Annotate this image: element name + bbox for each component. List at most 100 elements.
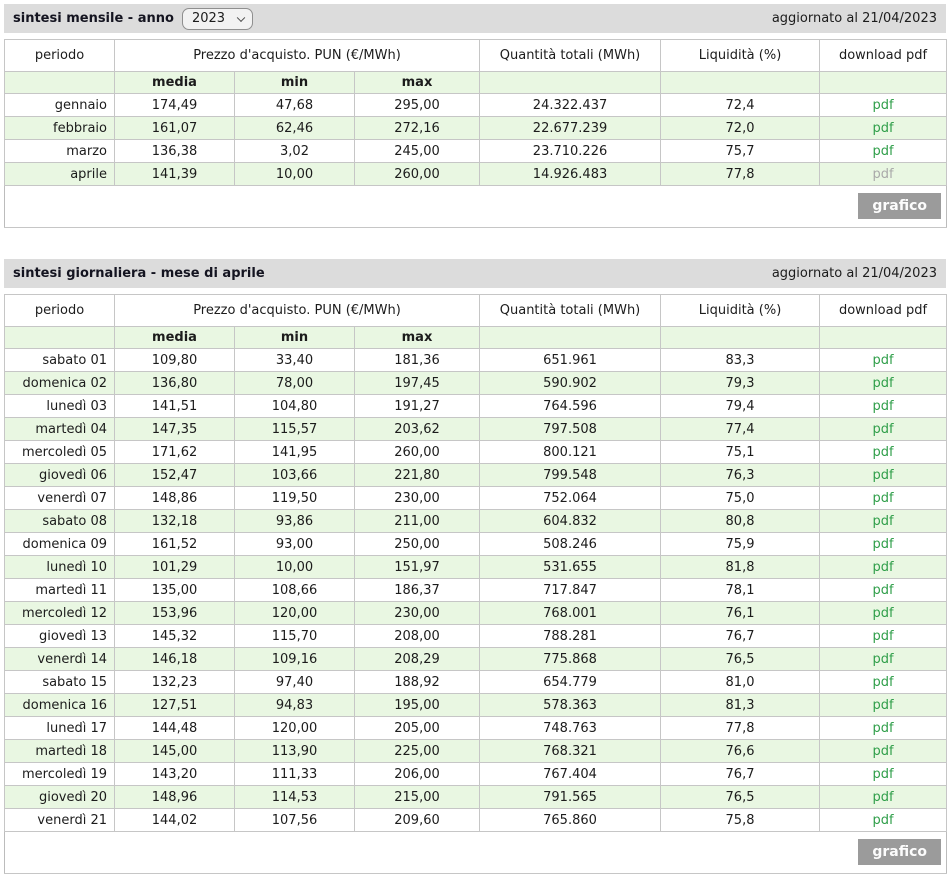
cell-min: 120,00 xyxy=(234,601,355,625)
cell-download-pdf: pdf xyxy=(819,486,948,510)
cell-periodo: venerdì 14 xyxy=(4,647,115,671)
cell-liquidita: 76,1 xyxy=(660,601,821,625)
col-header-periodo: periodo xyxy=(4,294,115,327)
pdf-link[interactable]: pdf xyxy=(872,651,894,667)
cell-periodo: mercoledì 19 xyxy=(4,762,115,786)
pdf-link[interactable]: pdf xyxy=(872,536,894,552)
cell-liquidita: 80,8 xyxy=(660,509,821,533)
cell-max: 191,27 xyxy=(353,394,481,418)
cell-media: 141,39 xyxy=(114,162,235,186)
cell-periodo: lunedì 10 xyxy=(4,555,115,579)
daily-section-header: sintesi giornaliera - mese di aprile agg… xyxy=(4,259,946,288)
cell-download-pdf: pdf xyxy=(819,670,948,694)
cell-liquidita: 76,7 xyxy=(660,762,821,786)
pdf-link[interactable]: pdf xyxy=(872,743,894,759)
cell-download-pdf: pdf xyxy=(819,739,948,763)
pdf-link[interactable]: pdf xyxy=(872,490,894,506)
pdf-link[interactable]: pdf xyxy=(872,143,894,159)
cell-liquidita: 75,7 xyxy=(660,139,821,163)
pdf-link[interactable]: pdf xyxy=(872,789,894,805)
pdf-link[interactable]: pdf xyxy=(872,120,894,136)
pdf-link[interactable]: pdf xyxy=(872,605,894,621)
cell-max: 186,37 xyxy=(353,578,481,602)
col-header-periodo: periodo xyxy=(4,39,115,72)
cell-quantita: 578.363 xyxy=(479,693,662,717)
cell-media: 161,07 xyxy=(114,116,235,140)
cell-min: 115,70 xyxy=(234,624,355,648)
cell-min: 113,90 xyxy=(234,739,355,763)
pdf-link[interactable]: pdf xyxy=(872,812,894,828)
cell-liquidita: 76,5 xyxy=(660,647,821,671)
pdf-link[interactable]: pdf xyxy=(872,467,894,483)
cell-liquidita: 76,7 xyxy=(660,624,821,648)
subheader-empty xyxy=(4,326,115,349)
cell-liquidita: 81,8 xyxy=(660,555,821,579)
pdf-link[interactable]: pdf xyxy=(872,628,894,644)
table-row: giovedì 20 148,96 114,53 215,00 791.565 … xyxy=(4,785,948,809)
cell-max: 188,92 xyxy=(353,670,481,694)
table-row: domenica 09 161,52 93,00 250,00 508.246 … xyxy=(4,532,948,556)
cell-periodo: febbraio xyxy=(4,116,115,140)
cell-liquidita: 79,3 xyxy=(660,371,821,395)
table-row: venerdì 21 144,02 107,56 209,60 765.860 … xyxy=(4,808,948,832)
cell-quantita: 651.961 xyxy=(479,348,662,372)
cell-quantita: 768.321 xyxy=(479,739,662,763)
daily-grafico-button[interactable]: grafico xyxy=(858,839,942,865)
cell-periodo: domenica 02 xyxy=(4,371,115,395)
pdf-link[interactable]: pdf xyxy=(872,444,894,460)
cell-periodo: lunedì 03 xyxy=(4,394,115,418)
pdf-link[interactable]: pdf xyxy=(872,398,894,414)
pdf-link[interactable]: pdf xyxy=(872,513,894,529)
cell-liquidita: 76,5 xyxy=(660,785,821,809)
cell-quantita: 765.860 xyxy=(479,808,662,832)
cell-media: 132,23 xyxy=(114,670,235,694)
table-row: mercoledì 12 153,96 120,00 230,00 768.00… xyxy=(4,601,948,625)
cell-media: 171,62 xyxy=(114,440,235,464)
monthly-table-footer: grafico xyxy=(4,185,947,228)
cell-download-pdf: pdf xyxy=(819,578,948,602)
pdf-link[interactable]: pdf xyxy=(872,559,894,575)
cell-quantita: 717.847 xyxy=(479,578,662,602)
monthly-grafico-button[interactable]: grafico xyxy=(858,193,942,219)
pdf-link[interactable]: pdf xyxy=(872,375,894,391)
pdf-link[interactable]: pdf xyxy=(872,97,894,113)
cell-download-pdf: pdf xyxy=(819,348,948,372)
cell-min: 108,66 xyxy=(234,578,355,602)
year-select[interactable]: 2023 xyxy=(181,7,253,30)
table-row: martedì 18 145,00 113,90 225,00 768.321 … xyxy=(4,739,948,763)
cell-media: 146,18 xyxy=(114,647,235,671)
pdf-link[interactable]: pdf xyxy=(872,697,894,713)
cell-periodo: giovedì 06 xyxy=(4,463,115,487)
pdf-link[interactable]: pdf xyxy=(872,766,894,782)
cell-media: 144,48 xyxy=(114,716,235,740)
cell-quantita: 654.779 xyxy=(479,670,662,694)
cell-max: 209,60 xyxy=(353,808,481,832)
table-row: gennaio 174,49 47,68 295,00 24.322.437 7… xyxy=(4,93,948,117)
pdf-link[interactable]: pdf xyxy=(872,352,894,368)
cell-periodo: sabato 08 xyxy=(4,509,115,533)
subheader-empty xyxy=(479,326,662,349)
col-header-liquidita: Liquidità (%) xyxy=(660,294,821,327)
cell-download-pdf: pdf xyxy=(819,509,948,533)
cell-max: 245,00 xyxy=(353,139,481,163)
cell-min: 47,68 xyxy=(234,93,355,117)
pdf-link[interactable]: pdf xyxy=(872,421,894,437)
cell-media: 141,51 xyxy=(114,394,235,418)
cell-media: 127,51 xyxy=(114,693,235,717)
col-header-quantita: Quantità totali (MWh) xyxy=(479,294,662,327)
daily-updated-label: aggiornato al 21/04/2023 xyxy=(771,266,937,281)
cell-periodo: martedì 04 xyxy=(4,417,115,441)
cell-download-pdf: pdf xyxy=(819,440,948,464)
cell-quantita: 752.064 xyxy=(479,486,662,510)
cell-liquidita: 75,9 xyxy=(660,532,821,556)
cell-quantita: 590.902 xyxy=(479,371,662,395)
pdf-link[interactable]: pdf xyxy=(872,720,894,736)
pdf-link[interactable]: pdf xyxy=(872,582,894,598)
cell-min: 119,50 xyxy=(234,486,355,510)
table-row: giovedì 06 152,47 103,66 221,80 799.548 … xyxy=(4,463,948,487)
subheader-empty xyxy=(660,71,821,94)
cell-periodo: lunedì 17 xyxy=(4,716,115,740)
pdf-link[interactable]: pdf xyxy=(872,674,894,690)
cell-liquidita: 75,1 xyxy=(660,440,821,464)
cell-liquidita: 77,8 xyxy=(660,716,821,740)
